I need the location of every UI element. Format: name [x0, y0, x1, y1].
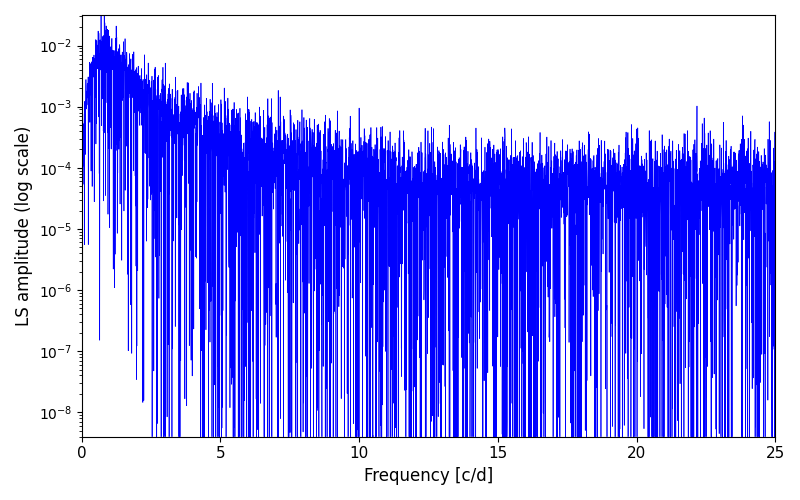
X-axis label: Frequency [c/d]: Frequency [c/d] [364, 467, 493, 485]
Y-axis label: LS amplitude (log scale): LS amplitude (log scale) [15, 126, 33, 326]
